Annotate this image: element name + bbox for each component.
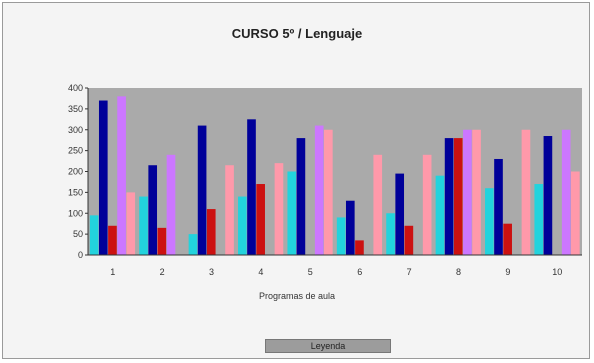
y-tick-label: 250 [68,146,83,156]
bar-cat1-s4 [117,96,126,255]
bar-cat8-s3 [453,138,463,255]
bar-cat10-s5 [571,171,580,255]
bar-cat4-s1 [238,196,247,255]
legend: Leyenda [265,339,391,353]
x-tick-label: 2 [160,267,165,277]
y-tick-label: 200 [68,167,83,177]
bar-cat7-s3 [404,225,414,255]
y-tick-label: 0 [78,250,83,260]
x-tick-label: 5 [308,267,313,277]
bar-cat1-s2 [98,100,108,256]
x-tick-label: 4 [258,267,263,277]
bar-cat6-s5 [373,154,383,255]
bar-cat7-s1 [386,213,395,255]
x-tick-label: 9 [505,267,510,277]
bar-cat6-s2 [345,200,355,255]
bar-cat5-s4 [314,125,324,255]
bar-cat9-s1 [485,188,494,255]
bar-cat10-s4 [561,129,571,255]
bar-cat6-s1 [336,217,346,255]
bar-cat4-s2 [247,119,256,255]
y-tick-label: 400 [68,83,83,93]
bar-cat2-s4 [166,154,176,255]
x-tick-label: 1 [110,267,115,277]
y-tick-label: 150 [68,187,83,197]
bar-cat9-s2 [494,158,503,255]
bar-cat10-s1 [534,184,544,255]
bar-cat4-s3 [256,184,265,255]
bar-cat2-s3 [157,227,167,255]
bar-cat2-s1 [139,196,148,255]
x-tick-label: 3 [209,267,214,277]
x-tick-label: 10 [552,267,562,277]
bars-group [89,96,580,256]
y-tick-label: 350 [68,104,83,114]
bar-cat4-s5 [274,163,284,255]
x-tick-label: 8 [456,267,461,277]
bar-cat3-s5 [225,165,234,255]
bar-cat6-s3 [355,240,364,255]
bar-cat8-s1 [435,175,445,255]
bar-cat7-s2 [395,173,405,255]
bar-cat10-s2 [543,136,553,255]
x-tick-label: 6 [357,267,362,277]
bar-cat8-s4 [463,129,472,255]
bar-cat1-s5 [126,192,136,255]
x-axis-label: Programas de aula [258,291,336,301]
bar-cat7-s5 [422,154,432,255]
bar-cat5-s5 [324,129,333,255]
y-tick-label: 50 [73,229,83,239]
bar-cat9-s3 [503,223,512,255]
bar-cat2-s2 [148,165,158,255]
bar-cat3-s2 [197,125,207,255]
x-axis: 1 2 3 4 5 6 7 8 9 10 [88,254,582,277]
bar-cat8-s2 [444,138,454,255]
y-tick-label: 100 [68,208,83,218]
chart-title: CURSO 5º / Lenguaje [231,26,363,41]
y-tick-label: 300 [68,125,83,135]
bar-cat8-s5 [472,129,481,255]
y-axis: 0 50 100 150 200 250 300 350 400 [68,83,89,260]
bar-cat5-s1 [287,171,297,255]
bar-cat5-s2 [296,138,306,255]
bar-cat1-s1 [89,215,99,255]
bar-cat9-s5 [521,129,531,255]
bar-cat3-s1 [188,234,198,255]
bar-cat3-s3 [206,209,216,255]
bar-cat1-s3 [108,225,117,255]
x-tick-label: 7 [407,267,412,277]
